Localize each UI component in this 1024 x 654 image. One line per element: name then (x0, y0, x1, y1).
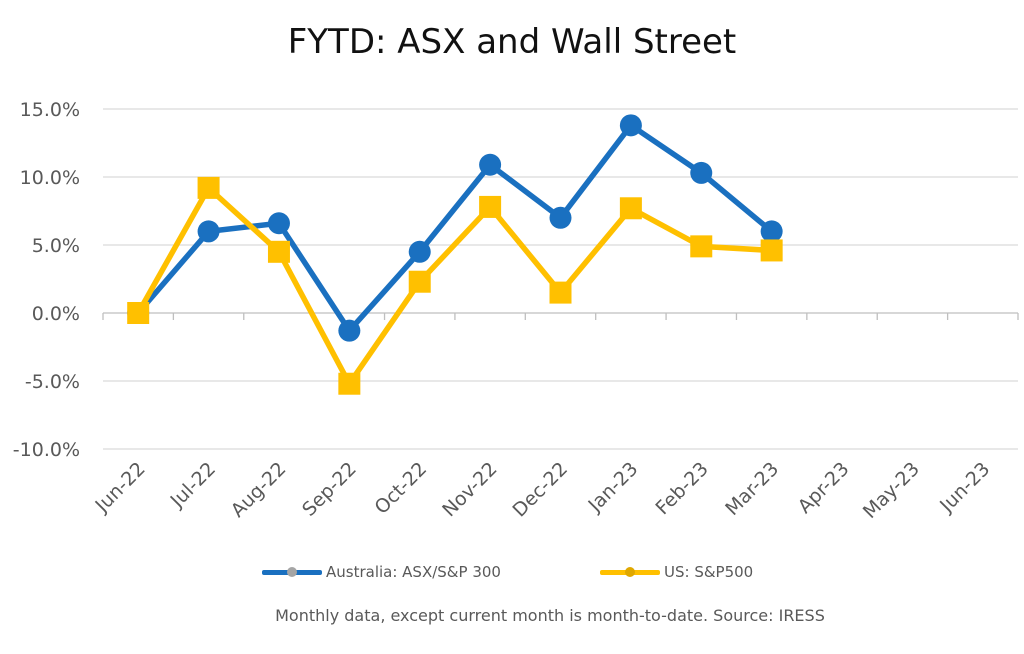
data-point (127, 302, 150, 324)
x-tick-label: May-23 (859, 458, 924, 523)
data-point (619, 114, 642, 137)
x-axis-ticks: Jun-22 Jul-22 Aug-22 Sep-22 Oct-22 Nov-22 Dec-… (91, 458, 995, 523)
x-tick-label: Nov-22 (438, 458, 501, 521)
x-axis-tick-marks (102, 313, 1019, 320)
y-tick-label: -5.0% (25, 371, 80, 393)
legend-swatch-australia (262, 562, 322, 582)
x-tick-label: Feb-23 (652, 458, 713, 519)
legend-label-australia: Australia: ASX/S&P 300 (326, 563, 501, 581)
y-axis-ticks: 15.0% 10.0% 5.0% 0.0% -5.0% -10.0% (13, 99, 80, 461)
legend-label-us: US: S&P500 (664, 563, 754, 581)
data-point (549, 281, 572, 304)
data-point (338, 372, 361, 395)
series-layer (127, 114, 783, 395)
data-point (690, 161, 713, 184)
data-point (479, 195, 502, 218)
data-point (619, 197, 642, 220)
y-tick-label: 15.0% (20, 99, 80, 121)
series-0 (127, 114, 783, 342)
footnote: Monthly data, except current month is mo… (275, 606, 825, 625)
x-tick-label: Mar-23 (721, 458, 783, 520)
data-point (760, 220, 783, 243)
x-tick-label: Oct-22 (371, 458, 432, 519)
data-point (479, 153, 502, 176)
data-point (267, 212, 290, 235)
x-tick-label: Jun-22 (91, 458, 150, 517)
y-tick-label: 10.0% (20, 167, 80, 189)
x-tick-label: Dec-22 (509, 458, 573, 522)
data-point (197, 176, 220, 199)
series-1 (127, 176, 783, 395)
x-tick-label: Sep-22 (298, 458, 361, 521)
data-point (197, 220, 220, 243)
data-point (408, 240, 431, 263)
data-point (338, 319, 361, 342)
x-tick-label: Jan-23 (583, 458, 642, 517)
legend-item-australia: Australia: ASX/S&P 300 (262, 562, 501, 582)
legend-swatch-us (600, 562, 660, 582)
series-line (136, 122, 774, 334)
line-chart: 15.0% 10.0% 5.0% 0.0% -5.0% -10.0% Jun-22 Jul-… (13, 99, 1019, 523)
y-tick-label: -10.0% (13, 439, 80, 461)
series-line (135, 185, 772, 387)
data-point (549, 206, 572, 229)
x-tick-label: Jun-23 (935, 458, 994, 517)
data-point (760, 239, 783, 262)
chart-title: FYTD: ASX and Wall Street (287, 22, 737, 62)
data-point (267, 240, 290, 263)
legend-item-us: US: S&P500 (600, 562, 753, 582)
y-tick-label: 5.0% (32, 235, 80, 257)
x-tick-label: Aug-22 (227, 458, 291, 522)
x-tick-label: Apr-23 (794, 458, 854, 518)
y-tick-label: 0.0% (32, 303, 80, 325)
x-tick-label: Jul-22 (166, 458, 220, 512)
data-point (690, 235, 713, 258)
gridlines (103, 108, 1018, 450)
data-point (408, 270, 431, 293)
